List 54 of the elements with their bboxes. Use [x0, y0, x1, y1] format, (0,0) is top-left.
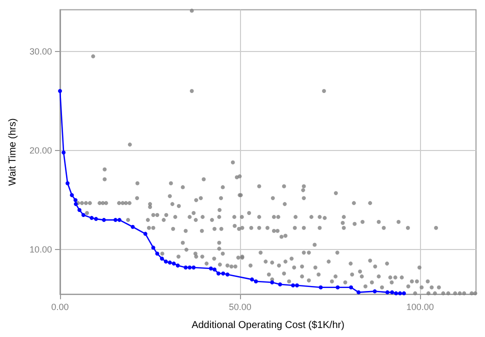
- x-tick-label: 0.00: [51, 302, 69, 312]
- point: [164, 260, 168, 264]
- point: [90, 216, 94, 220]
- point: [113, 218, 118, 222]
- point: [77, 208, 82, 212]
- point: [349, 285, 354, 290]
- point: [250, 277, 254, 282]
- point: [192, 266, 196, 270]
- point: [168, 260, 172, 265]
- point: [390, 290, 394, 294]
- point: [221, 271, 226, 276]
- point: [385, 290, 390, 294]
- point: [295, 283, 299, 288]
- point: [336, 285, 340, 290]
- point: [74, 202, 78, 206]
- point: [160, 256, 164, 261]
- point: [212, 268, 217, 272]
- point: [356, 290, 361, 294]
- point: [398, 291, 402, 296]
- point: [184, 266, 188, 270]
- point: [216, 271, 220, 276]
- point: [94, 216, 98, 221]
- point: [254, 279, 258, 284]
- point: [130, 224, 135, 229]
- point: [318, 285, 323, 290]
- point: [70, 193, 74, 198]
- point: [270, 280, 274, 284]
- point: [155, 252, 160, 256]
- x-axis-title: Additional Operating Cost ($1K/hr): [192, 320, 344, 331]
- point: [394, 291, 398, 296]
- point: [225, 272, 230, 276]
- point: [402, 291, 406, 296]
- point: [143, 232, 148, 236]
- y-tick-label: 10.00: [29, 244, 52, 255]
- y-tick-label: 30.00: [29, 46, 52, 56]
- point: [176, 264, 180, 268]
- point: [66, 181, 70, 186]
- point: [188, 266, 192, 270]
- point: [73, 198, 78, 202]
- x-tick-label: 100.00: [406, 302, 434, 312]
- y-tick-label: 20.00: [29, 146, 52, 156]
- point: [62, 150, 66, 154]
- point: [278, 282, 282, 286]
- y-axis-title: Wait Time (hrs): [8, 118, 18, 186]
- point: [81, 212, 86, 217]
- point: [58, 89, 62, 94]
- point: [117, 218, 122, 222]
- point: [172, 262, 176, 266]
- point: [372, 289, 377, 294]
- x-tick-label: 50.00: [228, 302, 252, 312]
- point: [208, 266, 213, 271]
- point: [291, 283, 296, 288]
- point: [102, 218, 106, 222]
- point: [151, 246, 156, 250]
